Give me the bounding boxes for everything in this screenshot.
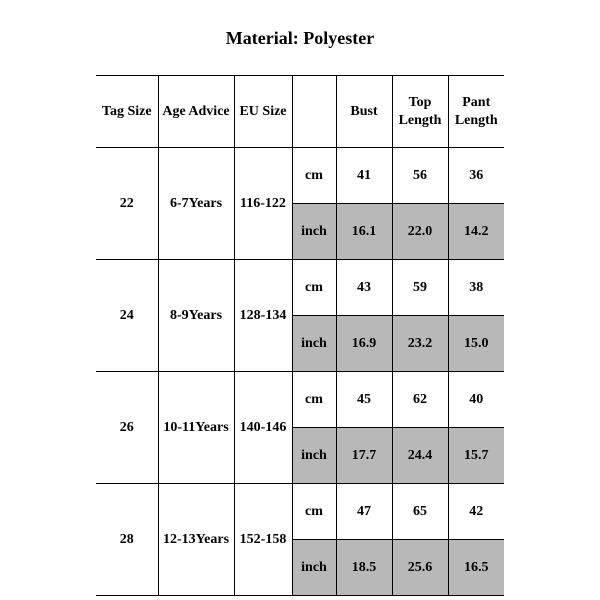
page-title: Material: Polyester bbox=[0, 28, 600, 49]
cell-pant-length: 15.7 bbox=[448, 428, 504, 484]
cell-tag-size: 24 bbox=[96, 260, 158, 372]
cell-unit-inch: inch bbox=[292, 316, 336, 372]
cell-eu-size: 128-134 bbox=[234, 260, 292, 372]
cell-unit-cm: cm bbox=[292, 372, 336, 428]
cell-tag-size: 22 bbox=[96, 148, 158, 260]
table-row: 22 6-7Years 116-122 cm 41 56 36 bbox=[96, 148, 504, 204]
col-header-unit bbox=[292, 76, 336, 148]
cell-pant-length: 15.0 bbox=[448, 316, 504, 372]
cell-tag-size: 28 bbox=[96, 484, 158, 596]
table-body: 22 6-7Years 116-122 cm 41 56 36 inch 16.… bbox=[96, 148, 504, 596]
cell-pant-length: 14.2 bbox=[448, 204, 504, 260]
cell-top-length: 24.4 bbox=[392, 428, 448, 484]
col-header-age-advice: Age Advice bbox=[158, 76, 234, 148]
cell-eu-size: 152-158 bbox=[234, 484, 292, 596]
cell-bust: 41 bbox=[336, 148, 392, 204]
cell-pant-length: 40 bbox=[448, 372, 504, 428]
cell-top-length: 25.6 bbox=[392, 540, 448, 596]
size-table: Tag Size Age Advice EU Size Bust Top Len… bbox=[96, 75, 504, 596]
cell-age-advice: 10-11Years bbox=[158, 372, 234, 484]
col-header-pant-length: Pant Length bbox=[448, 76, 504, 148]
cell-top-length: 65 bbox=[392, 484, 448, 540]
cell-eu-size: 140-146 bbox=[234, 372, 292, 484]
col-header-eu-size: EU Size bbox=[234, 76, 292, 148]
cell-age-advice: 6-7Years bbox=[158, 148, 234, 260]
cell-pant-length: 42 bbox=[448, 484, 504, 540]
table-row: 24 8-9Years 128-134 cm 43 59 38 bbox=[96, 260, 504, 316]
cell-unit-inch: inch bbox=[292, 540, 336, 596]
cell-bust: 45 bbox=[336, 372, 392, 428]
col-header-tag-size: Tag Size bbox=[96, 76, 158, 148]
cell-top-length: 59 bbox=[392, 260, 448, 316]
col-header-bust: Bust bbox=[336, 76, 392, 148]
cell-top-length: 23.2 bbox=[392, 316, 448, 372]
cell-top-length: 56 bbox=[392, 148, 448, 204]
cell-age-advice: 8-9Years bbox=[158, 260, 234, 372]
table-row: 28 12-13Years 152-158 cm 47 65 42 bbox=[96, 484, 504, 540]
col-header-top-length: Top Length bbox=[392, 76, 448, 148]
cell-unit-cm: cm bbox=[292, 260, 336, 316]
cell-bust: 18.5 bbox=[336, 540, 392, 596]
cell-unit-cm: cm bbox=[292, 484, 336, 540]
cell-eu-size: 116-122 bbox=[234, 148, 292, 260]
cell-tag-size: 26 bbox=[96, 372, 158, 484]
cell-unit-cm: cm bbox=[292, 148, 336, 204]
cell-bust: 17.7 bbox=[336, 428, 392, 484]
table-header-row: Tag Size Age Advice EU Size Bust Top Len… bbox=[96, 76, 504, 148]
cell-top-length: 22.0 bbox=[392, 204, 448, 260]
table-row: 26 10-11Years 140-146 cm 45 62 40 bbox=[96, 372, 504, 428]
cell-bust: 16.1 bbox=[336, 204, 392, 260]
cell-pant-length: 36 bbox=[448, 148, 504, 204]
cell-unit-inch: inch bbox=[292, 204, 336, 260]
cell-age-advice: 12-13Years bbox=[158, 484, 234, 596]
cell-pant-length: 16.5 bbox=[448, 540, 504, 596]
cell-pant-length: 38 bbox=[448, 260, 504, 316]
cell-top-length: 62 bbox=[392, 372, 448, 428]
cell-unit-inch: inch bbox=[292, 428, 336, 484]
cell-bust: 47 bbox=[336, 484, 392, 540]
cell-bust: 16.9 bbox=[336, 316, 392, 372]
cell-bust: 43 bbox=[336, 260, 392, 316]
